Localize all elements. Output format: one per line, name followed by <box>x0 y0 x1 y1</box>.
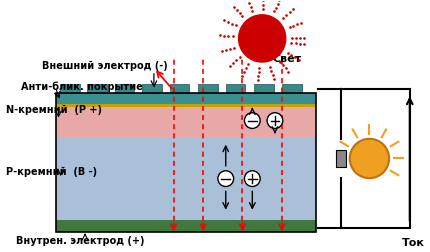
Circle shape <box>239 16 286 63</box>
Circle shape <box>244 113 260 129</box>
Text: Ток: Ток <box>402 237 425 247</box>
Text: Анти-блик. покрытие: Анти-блик. покрытие <box>21 81 143 91</box>
Bar <box>114 84 134 93</box>
Text: Внешний электрод (-): Внешний электрод (-) <box>42 61 168 71</box>
Circle shape <box>350 139 389 178</box>
Text: Свет: Свет <box>272 54 301 64</box>
Text: N-кремний  (Р +): N-кремний (Р +) <box>6 105 102 115</box>
Circle shape <box>267 113 283 129</box>
Bar <box>87 84 107 93</box>
Bar <box>61 84 80 93</box>
Circle shape <box>244 171 260 187</box>
Bar <box>198 84 218 93</box>
Bar <box>226 84 246 93</box>
Bar <box>55 105 316 137</box>
Bar <box>142 84 162 93</box>
Bar <box>55 105 316 108</box>
Text: Внутрен. электрод (+): Внутрен. электрод (+) <box>16 235 144 245</box>
Circle shape <box>218 171 233 187</box>
Bar <box>282 84 301 93</box>
Bar <box>336 150 346 168</box>
Bar <box>55 137 316 220</box>
Bar <box>55 93 316 232</box>
Bar <box>55 93 316 105</box>
Bar <box>55 220 316 232</box>
Text: Р-кремний  (В -): Р-кремний (В -) <box>6 167 98 177</box>
Bar <box>170 84 189 93</box>
Bar <box>254 84 274 93</box>
